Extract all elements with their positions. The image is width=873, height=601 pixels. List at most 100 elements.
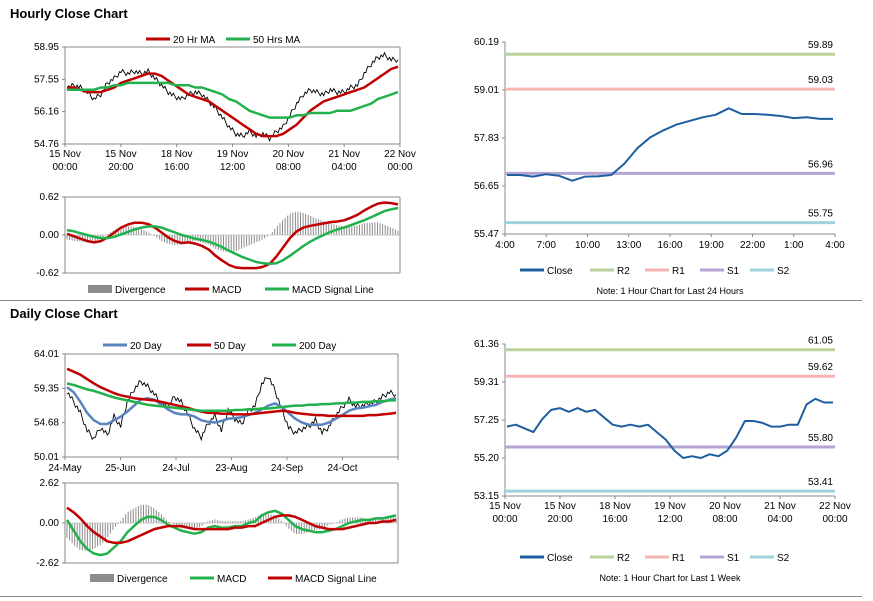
hourly-pivots-xtick: 22:00 xyxy=(740,240,765,251)
hourly-pivots-xtick: 7:00 xyxy=(537,240,557,251)
daily-pivots-xtick-time: 12:00 xyxy=(657,514,682,525)
daily-pivots-level-label-r2: 61.05 xyxy=(808,336,833,347)
hourly-price-xtick-time: 00:00 xyxy=(387,162,412,173)
legend-macd: MACD xyxy=(212,285,241,296)
daily-price-ytick: 64.01 xyxy=(34,349,59,360)
daily-pivots-level-label-s1: 55.80 xyxy=(808,433,833,444)
daily-pivots-xtick: 21 Nov xyxy=(764,501,796,512)
legend-50-day: 50 Day xyxy=(214,341,246,352)
daily-price-ytick: 54.68 xyxy=(34,418,59,429)
hourly-pivots-level-label-r2: 59.89 xyxy=(808,40,833,51)
legend-daily-divergence: Divergence xyxy=(117,574,168,585)
daily-pivots-legend-r2: R2 xyxy=(617,553,630,564)
daily-pivots-xtick-time: 00:00 xyxy=(822,514,847,525)
daily-pivots-xtick: 18 Nov xyxy=(599,501,631,512)
hourly-price-xtick: 18 Nov xyxy=(161,149,193,160)
daily-pivots-ytick: 57.25 xyxy=(474,415,499,426)
legend-50-hrs-ma: 50 Hrs MA xyxy=(253,35,301,46)
daily-price-200-day-line xyxy=(66,382,396,412)
daily-section-title: Daily Close Chart xyxy=(10,306,118,321)
legend-divergence-swatch xyxy=(88,285,112,293)
legend-200-day: 200 Day xyxy=(299,341,336,352)
hourly-price-close-line xyxy=(66,51,399,143)
hourly-pivots-ytick: 56.65 xyxy=(474,181,499,192)
hourly-pivots-xtick: 10:00 xyxy=(575,240,600,251)
daily-price-ytick: 50.01 xyxy=(34,452,59,463)
daily-pivots-xtick: 19 Nov xyxy=(654,501,686,512)
daily-macd-line xyxy=(65,509,397,557)
hourly-price-xtick: 15 Nov xyxy=(105,149,137,160)
daily-pivots-xtick: 15 Nov xyxy=(489,501,521,512)
daily-pivots-level-label-r1: 59.62 xyxy=(808,362,833,373)
section-divider xyxy=(0,300,862,301)
hourly-price-ytick: 54.76 xyxy=(34,139,59,150)
daily-pivots-xtick-time: 08:00 xyxy=(712,514,737,525)
daily-pivots-close-line xyxy=(506,397,833,459)
hourly-price-ytick: 58.95 xyxy=(34,42,59,53)
daily-pivots-legend-close: Close xyxy=(547,553,573,564)
hourly-price-ytick: 57.55 xyxy=(34,74,59,85)
daily-pivots-ytick: 53.15 xyxy=(474,491,499,502)
hourly-pivots-ytick: 59.01 xyxy=(474,85,499,96)
hourly-macd-ytick: 0.62 xyxy=(40,192,60,203)
legend-20-day: 20 Day xyxy=(130,341,162,352)
daily-pivots-ytick: 61.36 xyxy=(474,339,499,350)
hourly-pivots-level-label-s1: 56.96 xyxy=(808,159,833,170)
hourly-macd-ytick: -0.62 xyxy=(36,268,59,279)
hourly-pivots-xtick: 13:00 xyxy=(616,240,641,251)
daily-pivots-xtick: 22 Nov xyxy=(819,501,851,512)
daily-pivots-xtick-time: 00:00 xyxy=(492,514,517,525)
hourly-price-xtick-time: 16:00 xyxy=(164,162,189,173)
legend-daily-divergence-swatch xyxy=(90,574,114,582)
legend-divergence: Divergence xyxy=(115,285,166,296)
hourly-price-xtick: 21 Nov xyxy=(328,149,360,160)
daily-price-xtick: 24-May xyxy=(48,463,81,474)
hourly-pivots-ytick: 55.47 xyxy=(474,229,499,240)
hourly-pivots-legend-r1: R1 xyxy=(672,266,685,277)
legend-macd-signal: MACD Signal Line xyxy=(292,285,374,296)
daily-pivots-note: Note: 1 Hour Chart for Last 1 Week xyxy=(600,573,741,583)
hourly-price-xtick-time: 00:00 xyxy=(52,162,77,173)
hourly-price-xtick: 15 Nov xyxy=(49,149,81,160)
hourly-price-xtick-time: 20:00 xyxy=(108,162,133,173)
daily-price-50-day-line xyxy=(66,367,397,418)
hourly-pivots-ytick: 60.19 xyxy=(474,37,499,48)
daily-macd-signal-line xyxy=(66,506,397,545)
daily-pivots-xtick-time: 20:00 xyxy=(547,514,572,525)
daily-price-xtick: 25-Jun xyxy=(105,463,136,474)
daily-price-xtick: 24-Oct xyxy=(327,463,357,474)
daily-pivots-xtick-time: 04:00 xyxy=(767,514,792,525)
daily-pivots-xtick: 15 Nov xyxy=(544,501,576,512)
hourly-price-50hr-ma-line xyxy=(67,81,399,119)
daily-macd-ytick: 2.62 xyxy=(40,478,60,489)
hourly-pivots-level-label-r1: 59.03 xyxy=(808,75,833,86)
legend-daily-macd: MACD xyxy=(217,574,246,585)
daily-macd-ytick: -2.62 xyxy=(36,558,59,569)
daily-price-xtick: 24-Jul xyxy=(162,463,189,474)
hourly-pivots-xtick: 19:00 xyxy=(699,240,724,251)
hourly-price-xtick-time: 08:00 xyxy=(276,162,301,173)
hourly-pivots-legend-r2: R2 xyxy=(617,266,630,277)
hourly-macd-ytick: 0.00 xyxy=(40,230,60,241)
daily-pivots-level-label-s2: 53.41 xyxy=(808,477,833,488)
hourly-section-title: Hourly Close Chart xyxy=(10,6,128,21)
hourly-pivots-legend-close: Close xyxy=(547,266,573,277)
daily-price-xtick: 24-Sep xyxy=(271,463,304,474)
daily-macd-ytick: 0.00 xyxy=(40,518,60,529)
hourly-price-xtick-time: 12:00 xyxy=(220,162,245,173)
daily-pivots-legend-s1: S1 xyxy=(727,553,740,564)
daily-pivots-legend-r1: R1 xyxy=(672,553,685,564)
daily-price-xtick: 23-Aug xyxy=(215,463,247,474)
hourly-pivots-level-label-s2: 55.75 xyxy=(808,209,833,220)
hourly-pivots-legend-s2: S2 xyxy=(777,266,790,277)
daily-pivots-legend-s2: S2 xyxy=(777,553,790,564)
legend-20-hr-ma: 20 Hr MA xyxy=(173,35,216,46)
hourly-macd-signal-line xyxy=(66,206,399,266)
daily-pivots-xtick-time: 16:00 xyxy=(602,514,627,525)
hourly-pivots-xtick: 4:00 xyxy=(825,240,845,251)
hourly-pivots-note: Note: 1 Hour Chart for Last 24 Hours xyxy=(596,286,744,296)
hourly-price-xtick-time: 04:00 xyxy=(332,162,357,173)
hourly-price-xtick: 20 Nov xyxy=(272,149,304,160)
hourly-price-20hr-ma-line xyxy=(67,65,399,138)
